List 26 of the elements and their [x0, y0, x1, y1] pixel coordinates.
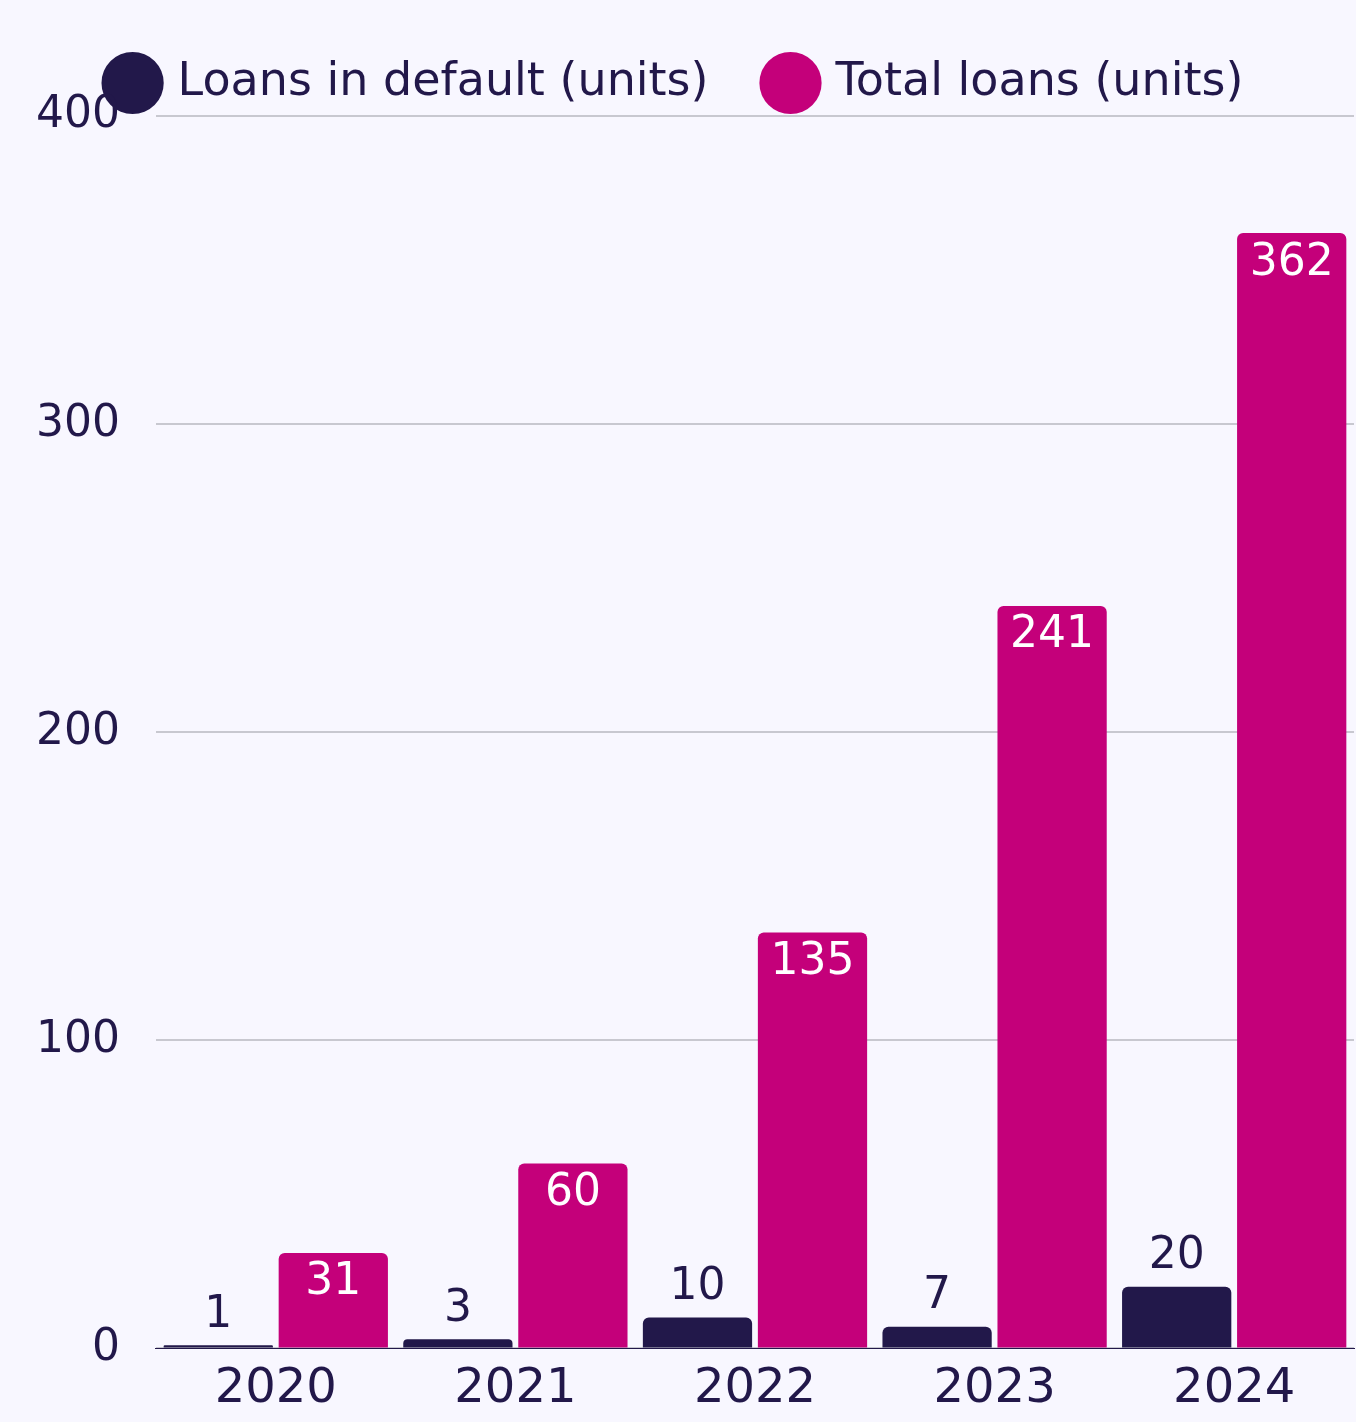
- x-tick-label: 2023: [933, 1356, 1056, 1413]
- x-tick-label: 2022: [693, 1356, 817, 1413]
- y-tick-label: 0: [91, 1318, 120, 1370]
- legend-label: Loans in default (units): [177, 51, 709, 106]
- bar: [997, 605, 1107, 1348]
- bar: [518, 1163, 628, 1348]
- y-tick-label: 200: [36, 702, 120, 754]
- y-tick-label: 300: [36, 394, 120, 446]
- legend-label: Total loans (units): [834, 51, 1244, 106]
- data-label: 60: [544, 1163, 601, 1215]
- data-label: 20: [1148, 1227, 1205, 1279]
- data-label: 31: [305, 1253, 362, 1305]
- bar: [278, 1252, 388, 1348]
- x-tick-label: 2024: [1173, 1356, 1296, 1413]
- bar: [1237, 233, 1347, 1348]
- data-label: 362: [1249, 233, 1334, 285]
- data-label: 10: [669, 1258, 726, 1310]
- x-tick-label: 2021: [454, 1356, 577, 1413]
- data-label: 1: [204, 1285, 233, 1337]
- y-tick-label: 100: [36, 1010, 120, 1062]
- x-tick-label: 2020: [214, 1356, 337, 1413]
- bar: [757, 932, 868, 1348]
- data-label: 3: [443, 1279, 472, 1331]
- data-label: 241: [1010, 606, 1095, 658]
- data-label: 135: [770, 932, 855, 984]
- data-label: 7: [923, 1267, 952, 1319]
